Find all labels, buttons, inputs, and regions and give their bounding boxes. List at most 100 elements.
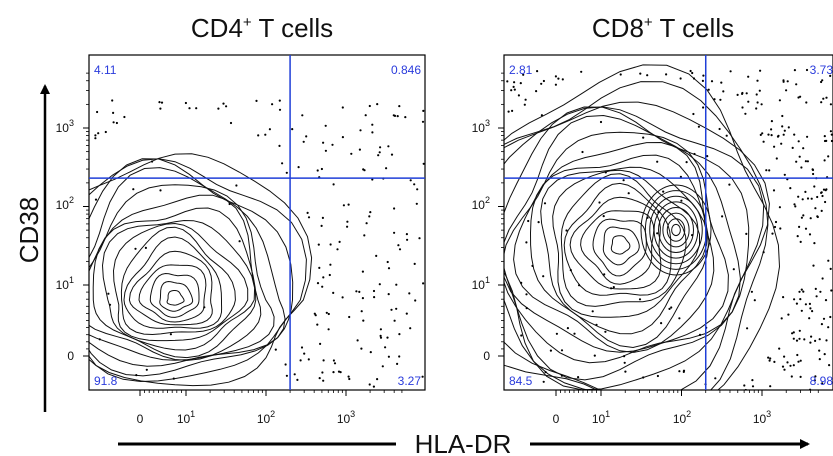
cd8-event-point [816,215,819,218]
cd8-event-point [622,179,625,182]
cd8-event-point [782,79,785,82]
cd4-event-point [324,149,327,152]
cd4-event-point [385,167,388,170]
cd8-event-point [796,235,799,238]
cd8-event-point [792,337,795,340]
cd4-event-point [406,238,409,241]
cd4-event-point [285,171,288,174]
cd8-event-point [603,273,606,276]
cd8-event-point [542,79,546,83]
cd8-panel: CD8+ T cells 2.81 3.73 84.5 8.98 0 101 1… [472,13,833,426]
cd8-event-point [525,241,528,244]
cd4-event-point [94,198,98,201]
cd8-event-point [802,290,805,293]
cd4-event-point [387,355,390,358]
cd4-event-point [390,308,393,311]
cd8-event-point [747,75,750,78]
cd4-event-point [329,243,332,246]
cd4-event-point [355,290,358,293]
cd8-event-point [602,215,605,218]
cd4-event-point [278,144,281,147]
cd8-event-point [830,289,833,292]
cd4-event-point [348,315,351,319]
cd8-event-point [756,79,759,82]
cd8-event-point [800,216,804,219]
cd8-event-point [810,197,813,200]
cd8-event-point [523,103,526,106]
cd4-event-point [321,216,324,219]
cd8-event-point [692,77,696,80]
cd8-event-point [809,341,812,344]
cd8-event-point [691,234,694,237]
cd8-event-point [513,88,516,91]
cd4-event-point [285,374,288,377]
cd4-event-point [229,121,233,125]
cd8-event-point [520,334,523,337]
cd8-event-point [599,120,603,124]
cd4-event-point [356,339,359,342]
cd8-event-point [787,126,790,129]
cd8-event-point [798,155,801,158]
cd4-event-point [274,348,277,351]
cd8-event-point [805,101,808,104]
cd4-event-point [112,111,115,114]
cd8-event-point [718,127,721,131]
cd8-event-point [525,307,528,310]
x-axis-label: HLA-DR [415,429,512,456]
cd8-event-point [536,70,539,73]
cd8-event-point [786,80,789,83]
cd8-contour-13 [504,114,741,364]
cd4-event-point [360,310,363,313]
cd8-event-point [510,109,514,112]
cd8-event-point [702,106,705,109]
cd4-event-point [365,222,368,225]
cd4-event-point [341,106,344,109]
cd4-y-tick-1: 101 [56,275,74,292]
cd8-event-point [798,329,801,332]
cd8-event-point [806,197,810,200]
cd8-event-point [781,125,784,128]
cd8-quadrant-lower-right: 8.98 [810,374,833,388]
cd8-event-point [656,232,659,235]
cd4-event-point [392,114,395,117]
cd8-event-point [598,201,601,204]
cd8-event-point [799,240,802,243]
cd8-event-point [554,83,558,86]
cd8-event-point [743,384,746,387]
cd8-event-point [581,150,584,154]
cd4-event-point [325,311,328,314]
cd4-event-point [398,333,401,336]
cd8-event-point [678,317,681,320]
cd8-event-point [522,73,525,76]
cd8-event-point [759,69,762,72]
cd8-quadrant-upper-left: 2.81 [509,63,533,77]
cd8-event-point [829,267,832,270]
cd4-event-point [302,140,305,143]
cd4-event-point [387,145,390,148]
cd4-event-point [337,370,341,373]
cd8-event-point [787,313,790,316]
cd4-contour-15 [89,158,307,383]
cd4-event-point [418,237,421,240]
cd8-event-point [793,69,797,72]
cd4-event-point [108,303,112,306]
cd4-event-point [98,338,101,341]
cd4-event-point [395,307,398,310]
cd8-event-point [814,339,817,342]
cd4-contour-7 [120,226,236,336]
cd8-event-point [527,219,530,223]
cd8-x-tick-3: 103 [753,409,771,426]
cd8-event-point [702,74,705,77]
cd4-event-point [320,224,323,227]
cd8-event-point [827,326,830,329]
cd8-plot-area [498,54,833,396]
cd8-event-point [713,98,716,101]
cd8-event-point [656,160,659,163]
cd4-contour-16 [89,153,313,387]
cd4-event-point [379,336,383,339]
cd8-event-point [799,95,802,98]
cd8-event-point [657,211,660,214]
cd4-event-point [159,189,162,192]
cd4-event-point [409,327,412,330]
cd4-event-point [257,134,260,137]
